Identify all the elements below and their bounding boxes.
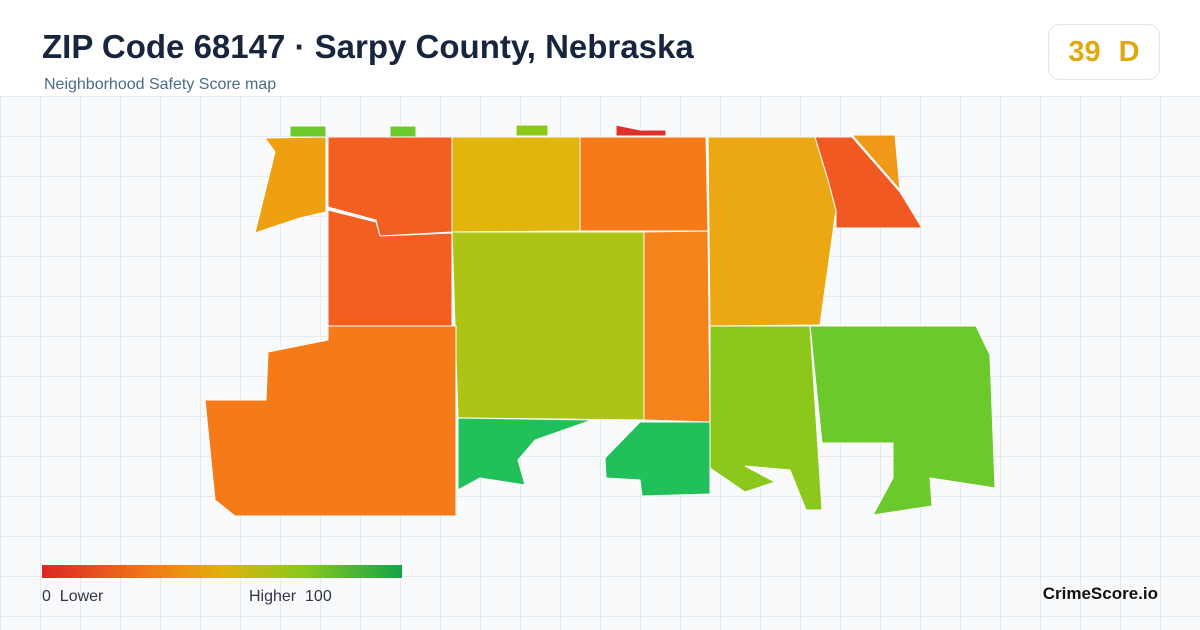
region: [515, 124, 549, 137]
legend-max: Higher 100: [249, 588, 332, 606]
region: [814, 136, 923, 229]
score-value: 39: [1068, 35, 1101, 68]
region: [451, 136, 581, 233]
region: [850, 134, 901, 192]
legend-min-label: Lower: [59, 588, 104, 605]
region: [389, 125, 417, 138]
region: [579, 136, 709, 232]
region: [615, 124, 667, 137]
region: [604, 421, 711, 497]
region: [709, 325, 823, 511]
region: [809, 325, 996, 516]
subtitle: Neighborhood Safety Score map: [44, 76, 277, 93]
header: ZIP Code 68147 · Sarpy County, Nebraska …: [0, 0, 1200, 97]
legend-min: 0 Lower: [42, 588, 103, 606]
region: [289, 125, 327, 138]
region: [204, 325, 457, 517]
score-badge: 39 D: [1048, 24, 1160, 80]
region: [457, 417, 593, 491]
region: [707, 136, 837, 327]
region: [451, 231, 645, 421]
region: [643, 230, 711, 423]
brand: CrimeScore.io: [1042, 584, 1158, 603]
score-grade: D: [1118, 35, 1140, 68]
title: ZIP Code 68147 · Sarpy County, Nebraska: [42, 28, 694, 65]
region: [254, 136, 327, 234]
legend-gradient: [42, 565, 402, 578]
legend-max-label: Higher: [249, 588, 297, 605]
legend-min-value: 0: [42, 588, 51, 605]
legend-max-value: 100: [305, 588, 332, 605]
